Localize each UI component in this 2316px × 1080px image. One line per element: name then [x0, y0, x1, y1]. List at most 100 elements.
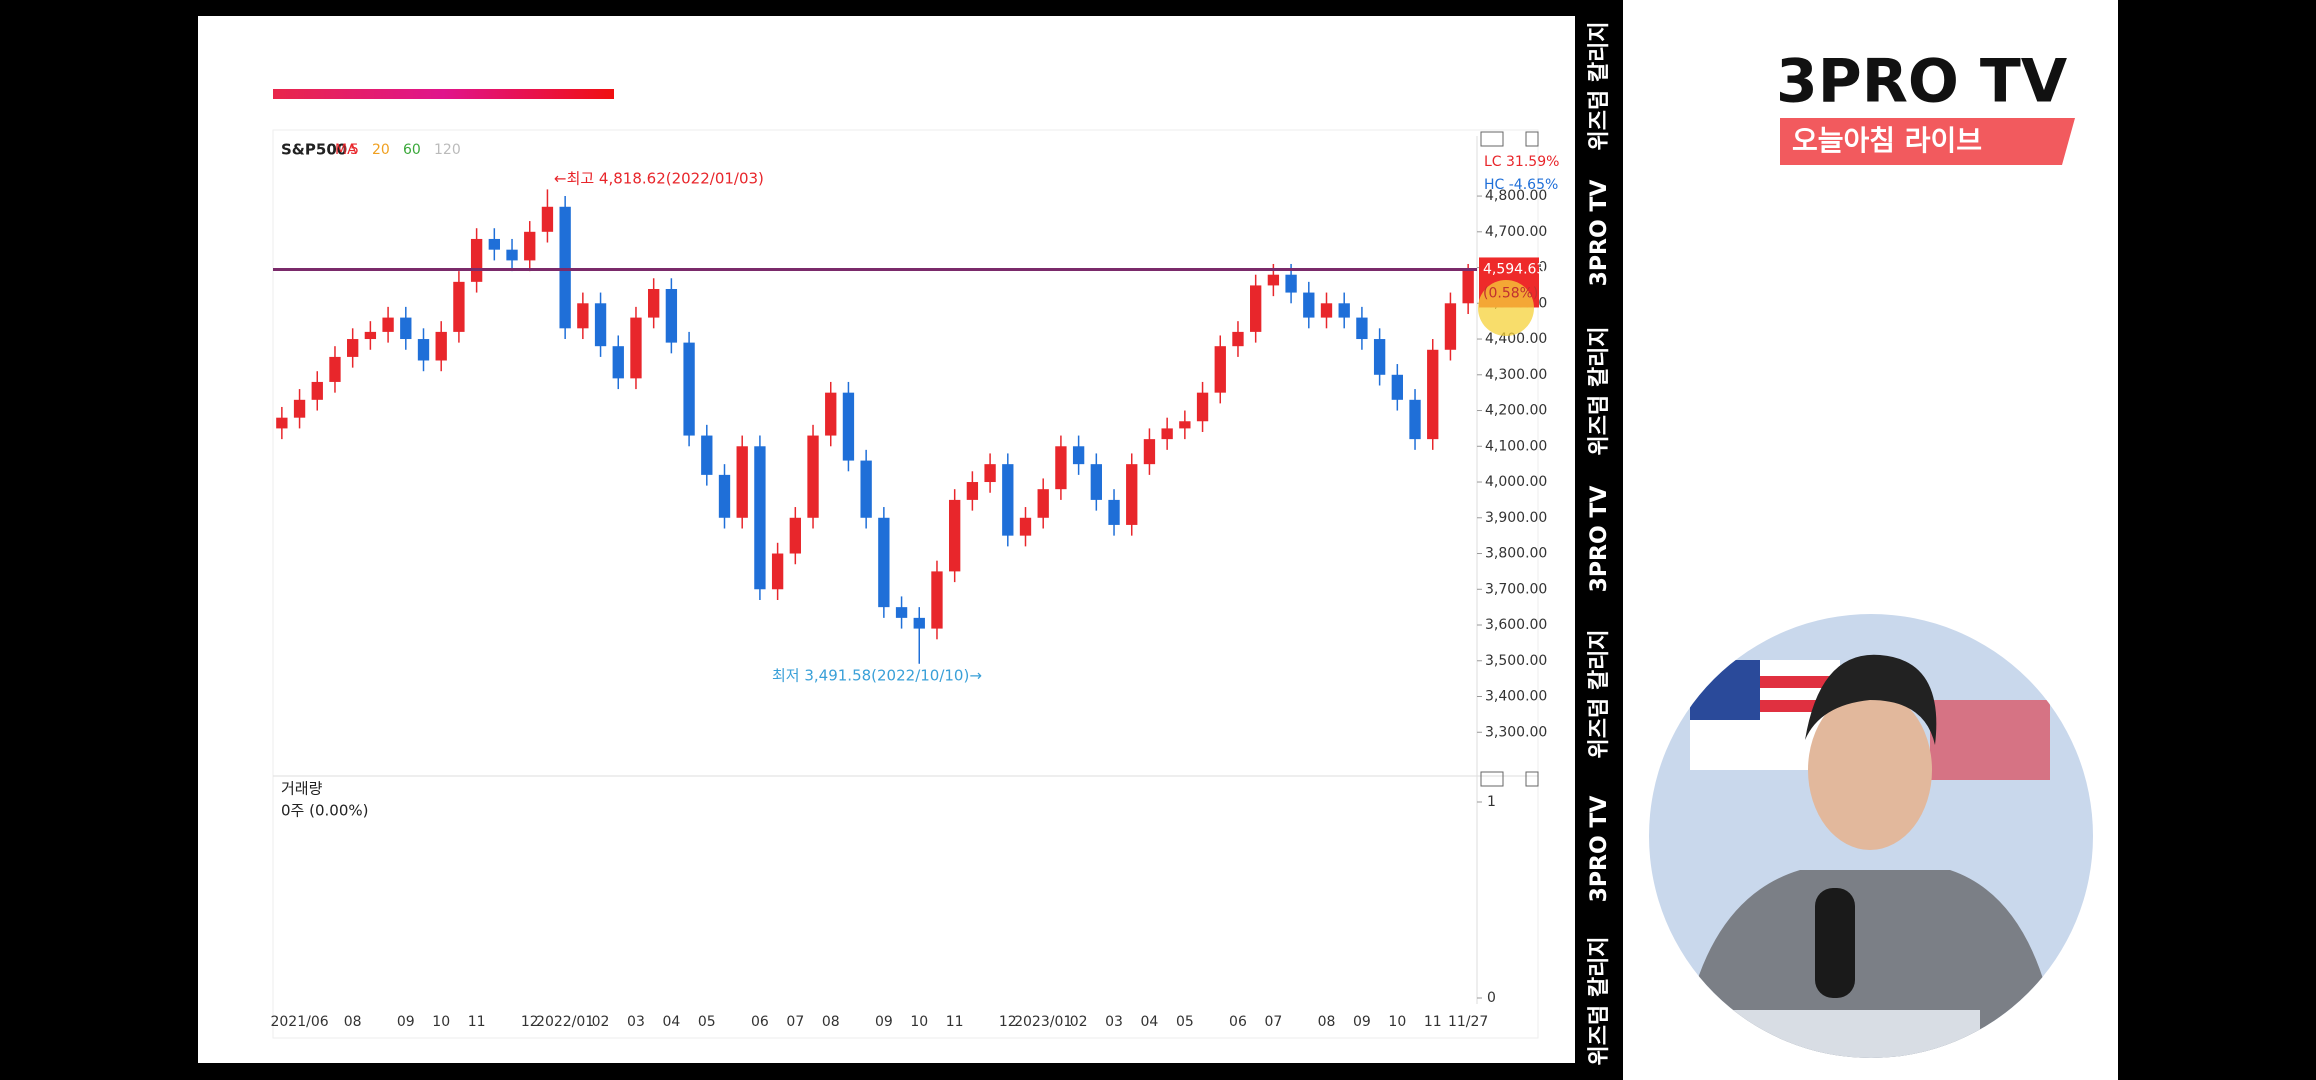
candle-body	[506, 249, 518, 261]
candle-body	[541, 206, 554, 232]
x-tick-label: 08	[344, 1014, 362, 1030]
x-tick-label: 11	[946, 1014, 964, 1030]
candle-body	[1019, 517, 1032, 536]
candle-body	[1373, 339, 1386, 375]
candle-body	[860, 460, 872, 518]
candle-body	[1285, 274, 1297, 293]
candle-body	[807, 435, 819, 518]
candle-body	[984, 464, 996, 483]
low-annotation: 최저 3,491.58(2022/10/10)→	[772, 667, 982, 685]
candle-body	[577, 303, 589, 329]
candle-body	[931, 571, 943, 629]
x-tick-label: 02	[1070, 1014, 1088, 1030]
candle-body	[311, 381, 323, 400]
candle-body	[329, 356, 341, 382]
x-tick-label: 08	[822, 1014, 840, 1030]
candle-body	[771, 553, 784, 590]
logo-subtitle: 오늘아침 라이브	[1792, 124, 1982, 157]
candle-body	[524, 231, 536, 261]
x-tick-label: 05	[698, 1014, 716, 1030]
presenter-video	[1649, 614, 2093, 1058]
candle-body	[400, 317, 412, 340]
x-tick-label: 06	[1229, 1014, 1247, 1030]
x-tick-label: 08	[1318, 1014, 1336, 1030]
microphone	[1815, 888, 1855, 998]
x-tick-label: 12	[521, 1014, 539, 1030]
hair	[1805, 654, 1937, 745]
x-tick-label: 04	[1141, 1014, 1159, 1030]
candle-body	[470, 238, 483, 282]
banner: 위즈덤 칼리지 3PRO TV 위즈덤 칼리지 3PRO TV 위즈덤 칼리지 3PRO …	[1587, 21, 1612, 1065]
x-tick-label: 03	[627, 1014, 645, 1030]
candle-body	[736, 446, 748, 518]
candle-body	[293, 399, 306, 418]
icon	[1525, 131, 1539, 147]
candle-body	[913, 617, 925, 629]
y-tick-label: 3,700.00	[1485, 581, 1547, 597]
x-tick-label: 2023/01	[1014, 1014, 1072, 1030]
lc-label: LC 31.59%	[1484, 154, 1559, 170]
flag	[1930, 700, 2050, 780]
candle-body	[347, 339, 359, 357]
candle-body	[825, 392, 837, 436]
candle-body	[1303, 292, 1315, 318]
y-tick-label: 0	[1487, 990, 1496, 1006]
ma-label: MA	[335, 142, 357, 158]
y-tick-label: 1	[1487, 794, 1496, 810]
y-tick-label: 3,300.00	[1485, 724, 1547, 740]
candle-body	[1409, 399, 1421, 440]
candle-body	[488, 238, 500, 250]
accent-bar	[273, 89, 614, 99]
candle-body	[417, 339, 430, 361]
y-tick-label: 4,200.00	[1485, 403, 1547, 419]
chart-frame	[272, 129, 1539, 1039]
x-tick-label: 05	[1176, 1014, 1194, 1030]
candle-body	[949, 499, 961, 572]
candle-body	[648, 288, 660, 318]
y-tick-label: 4,000.00	[1485, 474, 1547, 490]
candle-body	[683, 342, 695, 436]
logo-title: 3PRO TV	[1776, 47, 2068, 117]
hc-label: HC -4.65%	[1484, 177, 1558, 193]
ma-period: 60	[403, 142, 421, 158]
x-tick-label: 04	[662, 1014, 680, 1030]
candle-body	[1214, 346, 1226, 393]
banner-text: 위즈덤 칼리지	[1587, 629, 1612, 758]
ma-period: 5	[350, 142, 359, 158]
face	[1808, 690, 1932, 850]
y-tick-label: 3,400.00	[1485, 689, 1547, 705]
candle-body	[1037, 489, 1049, 518]
candle-body	[1179, 421, 1191, 429]
candle-body	[1338, 303, 1350, 318]
candle-body	[435, 331, 447, 361]
candle-body	[364, 331, 377, 340]
y-tick-label: 3,500.00	[1485, 653, 1547, 669]
candle-body	[1267, 274, 1280, 286]
y-tick-label: 4,100.00	[1485, 438, 1547, 454]
x-tick-label: 2021/06	[270, 1014, 328, 1030]
banner-text: 위즈덤 칼리지	[1587, 21, 1612, 150]
flag	[1760, 676, 1840, 688]
icon	[1525, 771, 1539, 787]
x-tick-label: 09	[397, 1014, 415, 1030]
x-tick-label: 09	[1353, 1014, 1371, 1030]
y-tick-label: 3,800.00	[1485, 546, 1547, 562]
candle-body	[1090, 464, 1102, 500]
x-tick-label: 03	[1105, 1014, 1123, 1030]
candle-body	[559, 206, 571, 329]
x-tick-label: 10	[1388, 1014, 1406, 1030]
candle-body	[754, 446, 766, 590]
change-label: (0.58%)	[1483, 285, 1538, 301]
y-tick-label: 4,800.00	[1485, 188, 1547, 204]
candle-body	[878, 517, 890, 608]
candle-body	[1108, 499, 1120, 525]
banner-text: 위즈덤 칼리지	[1587, 936, 1612, 1065]
logo: 3PRO TV 오늘아침 라이브	[1776, 47, 2075, 165]
banner-text: 위즈덤 칼리지	[1587, 326, 1612, 455]
candle-body	[612, 346, 624, 379]
candle-body	[1126, 464, 1138, 525]
candle-body	[1250, 285, 1262, 332]
y-tick-label: 4,700.00	[1485, 224, 1547, 240]
candle-body	[382, 317, 394, 332]
candle-body	[1196, 392, 1209, 422]
